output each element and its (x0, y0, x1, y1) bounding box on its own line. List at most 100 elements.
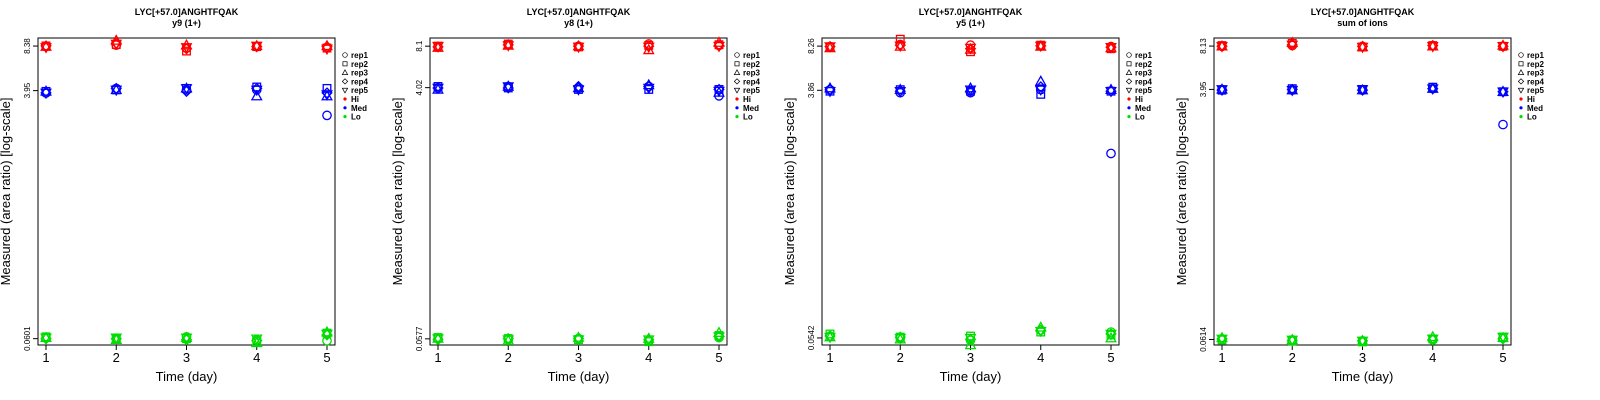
y-tick-label: 3.95 (23, 82, 32, 98)
legend-label-rep5: rep5 (351, 86, 368, 95)
point-lo-rep3-day5 (1105, 331, 1117, 343)
point-hi-rep2-day3 (182, 46, 191, 56)
x-axis-label: Time (day) (940, 369, 1002, 384)
point-lo-rep5-day5 (1497, 332, 1509, 344)
y-tick-label: 0.0601 (23, 326, 32, 351)
x-tick-label: 4 (253, 350, 260, 365)
y-tick-label: 0.0614 (1199, 327, 1208, 352)
legend-label-rep2: rep2 (743, 60, 760, 69)
y-tick-label: 8.13 (1199, 38, 1208, 54)
legend-marker-lo (343, 115, 347, 119)
chart-title: LYC[+57.0]ANGHTFQAK (527, 7, 631, 17)
point-med-rep5-day4 (642, 83, 655, 95)
y-tick-label: 3.95 (1199, 81, 1208, 97)
legend-marker-med (343, 106, 347, 110)
point-med-rep3-day3 (964, 81, 977, 93)
point-hi-rep5-day4 (1426, 42, 1439, 53)
legend-marker-rep1 (1518, 52, 1524, 58)
point-hi-rep3-day4 (250, 39, 263, 51)
point-med-rep5-day2 (502, 82, 515, 93)
chart-title: LYC[+57.0]ANGHTFQAK (135, 7, 239, 17)
point-med-rep2-day4 (1036, 89, 1046, 99)
point-hi-rep5-day5 (713, 41, 725, 53)
x-axis-label: Time (day) (548, 369, 610, 384)
point-hi-rep5-day3 (572, 42, 585, 54)
point-hi-rep5-day1 (432, 41, 444, 53)
x-tick-label: 3 (1359, 350, 1366, 365)
point-hi-rep2-day2 (895, 34, 905, 44)
legend-marker-rep2 (1518, 61, 1524, 67)
legend-marker-rep4 (341, 78, 349, 85)
chart-title: LYC[+57.0]ANGHTFQAK (1311, 7, 1415, 17)
point-med-rep5-day1 (432, 83, 444, 95)
y-tick-label: 4.02 (415, 79, 424, 95)
x-tick-label: 3 (967, 350, 974, 365)
legend-label-lo: Lo (1527, 113, 1537, 122)
point-lo-rep5-day1 (1216, 334, 1228, 346)
point-lo-rep3-day3 (1356, 334, 1369, 346)
point-lo-rep3-day5 (321, 325, 333, 337)
point-lo-rep5-day3 (1356, 336, 1369, 348)
point-lo-rep5-day5 (321, 329, 333, 341)
point-med-rep3-day4 (250, 89, 263, 101)
y-tick-label: 3.86 (807, 82, 816, 98)
point-hi-rep5-day2 (502, 41, 515, 52)
y-tick-label: 0.0577 (415, 326, 424, 351)
point-hi-rep5-day3 (964, 43, 977, 55)
legend-label-med: Med (1135, 104, 1151, 113)
point-hi-rep5-day1 (1216, 42, 1228, 53)
legend-marker-med (1127, 106, 1131, 110)
x-tick-label: 2 (1289, 350, 1296, 365)
legend-marker-rep2 (1126, 61, 1132, 67)
legend-marker-rep1 (342, 52, 348, 58)
point-hi-rep5-day2 (110, 39, 123, 51)
point-med-rep5-day5 (1105, 86, 1117, 98)
point-hi-rep5-day1 (824, 42, 836, 53)
x-tick-label: 2 (113, 350, 120, 365)
point-med-rep5-day1 (824, 86, 836, 98)
point-hi-rep5-day4 (1034, 41, 1047, 53)
x-tick-label: 5 (715, 350, 722, 365)
x-tick-label: 1 (826, 350, 833, 365)
chart-subtitle: y5 (1+) (956, 18, 985, 28)
chart-title: LYC[+57.0]ANGHTFQAK (919, 7, 1023, 17)
point-lo-rep5-day2 (110, 333, 123, 345)
legend-marker-hi (1127, 97, 1131, 101)
point-lo-rep5-day1 (40, 333, 52, 345)
point-lo-rep5-day4 (642, 335, 655, 346)
y-axis-label: Measured (area ratio) [log-scale] (390, 98, 405, 286)
point-med-rep5-day2 (110, 85, 123, 97)
point-med-rep1-day5 (1498, 119, 1508, 130)
legend-label-rep5: rep5 (743, 86, 760, 95)
y-tick-label: 8.1 (415, 40, 424, 52)
point-med-rep4-day3 (180, 85, 193, 98)
legend-label-lo: Lo (1135, 113, 1145, 122)
point-med-rep3-day4 (1034, 75, 1047, 86)
point-lo-rep3-day4 (1426, 330, 1439, 342)
point-hi-rep5-day1 (40, 43, 52, 54)
point-lo-rep5-day1 (824, 332, 836, 344)
legend-label-rep5: rep5 (1135, 86, 1152, 95)
point-med-rep1-day5 (322, 110, 332, 121)
legend-label-rep1: rep1 (1135, 51, 1152, 60)
chart-subtitle: y9 (1+) (172, 18, 201, 28)
x-tick-label: 5 (323, 350, 330, 365)
y-axis-label: Measured (area ratio) [log-scale] (0, 98, 13, 286)
legend-marker-rep3 (1517, 69, 1525, 75)
x-tick-label: 4 (645, 350, 652, 365)
point-hi-rep3-day1 (1216, 39, 1228, 51)
y-axis-label: Measured (area ratio) [log-scale] (782, 98, 797, 286)
point-hi-rep5-day3 (1356, 42, 1369, 54)
legend-label-rep2: rep2 (1135, 60, 1152, 69)
point-med-rep5-day2 (894, 86, 907, 98)
legend-marker-rep2 (342, 61, 348, 67)
x-tick-label: 3 (575, 350, 582, 365)
point-med-rep5-day3 (180, 84, 193, 95)
point-med-rep5-day4 (250, 85, 263, 97)
point-med-rep5-day3 (572, 85, 585, 96)
chart-subtitle: sum of ions (1337, 18, 1388, 28)
legend-label-rep4: rep4 (351, 77, 368, 86)
